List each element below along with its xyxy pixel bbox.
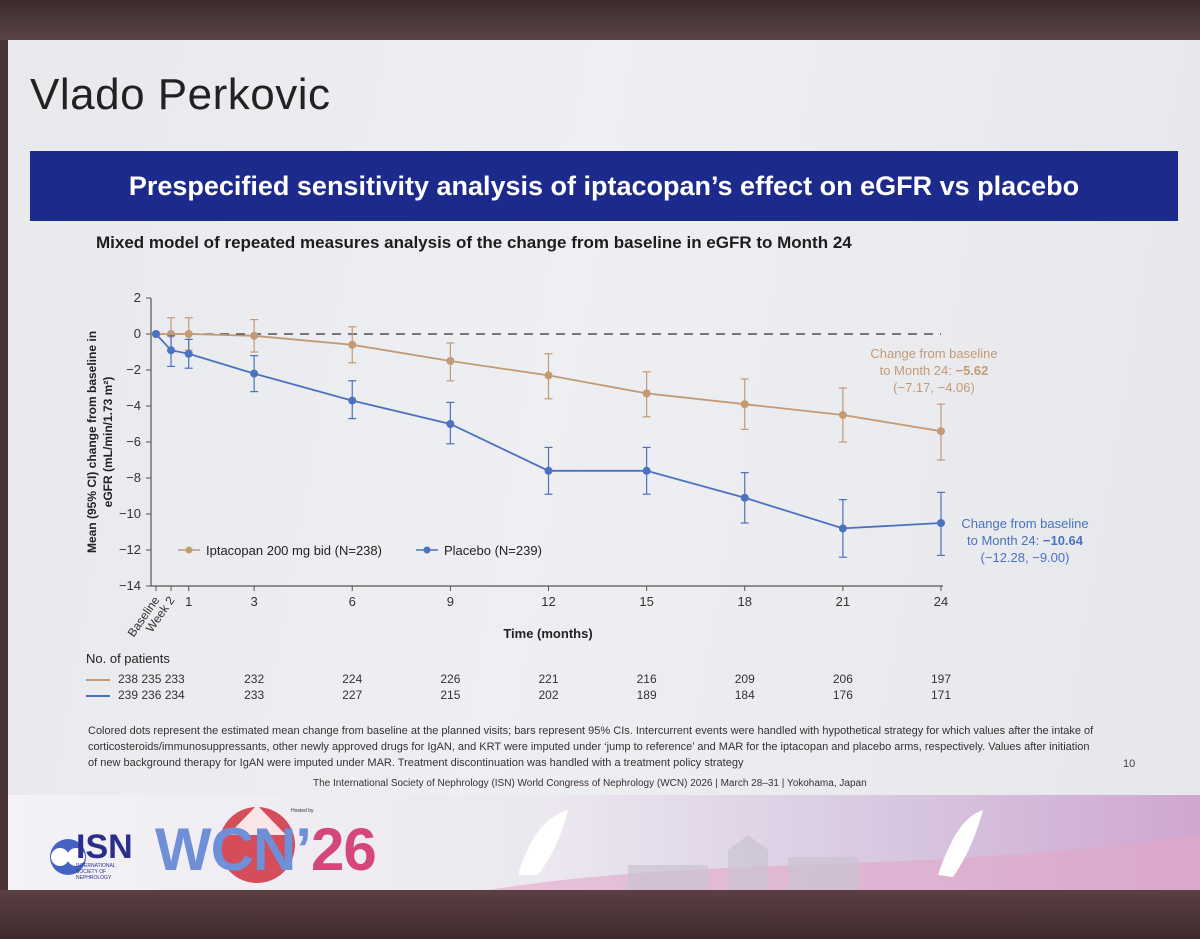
- iptacopan-data-point: [348, 340, 357, 349]
- x-tick-label: 24: [934, 594, 948, 609]
- x-axis-label: Time (months): [503, 626, 592, 641]
- iptacopan-patient-count: 232: [244, 672, 265, 686]
- iptacopan-annotation-prefix: to Month 24:: [880, 363, 956, 378]
- page-number: 10: [1123, 758, 1136, 770]
- legend-iptacopan-marker: [185, 546, 193, 554]
- isn-logo-text: ISN: [76, 828, 133, 866]
- wcn-banner: ISN INTERNATIONAL SOCIETY OF NEPHROLOGY …: [8, 795, 1200, 890]
- iptacopan-row-start: 238 235 233: [118, 672, 185, 686]
- placebo-annotation-prefix: to Month 24:: [967, 533, 1043, 548]
- iptacopan-data-point: [446, 357, 455, 365]
- placebo-annotation-ci: (−12.28, −9.00): [981, 550, 1070, 565]
- iptacopan-data-point: [184, 330, 193, 338]
- placebo-patient-count: 215: [440, 688, 461, 702]
- title-bar: Prespecified sensitivity analysis of ipt…: [30, 151, 1178, 221]
- placebo-annotation-value: −10.64: [1043, 533, 1084, 548]
- mount-fuji-icon: [228, 805, 286, 835]
- city-skyline-icon: [628, 835, 858, 890]
- iptacopan-patient-count: 221: [538, 672, 559, 686]
- y-tick-label: 0: [134, 326, 141, 341]
- placebo-data-point: [937, 519, 945, 527]
- y-tick-label: 2: [134, 290, 141, 305]
- x-tick-label: 6: [349, 594, 356, 609]
- patients-header: No. of patients: [86, 651, 170, 666]
- placebo-data-point: [740, 493, 749, 502]
- wcn-logo: WCN’26: [155, 816, 377, 883]
- iptacopan-data-point: [937, 427, 945, 436]
- iptacopan-annotation-line1: Change from baseline: [870, 346, 997, 361]
- iptacopan-data-point: [838, 411, 847, 419]
- iptacopan-patient-count: 206: [832, 672, 853, 686]
- footnote: Colored dots represent the estimated mea…: [88, 725, 1094, 769]
- placebo-patient-count: 176: [832, 688, 853, 702]
- legend-iptacopan-label: Iptacopan 200 mg bid (N=238): [206, 543, 382, 558]
- iptacopan-annotation-ci: (−7.17, −4.06): [893, 380, 975, 395]
- iptacopan-patient-count: 226: [440, 672, 461, 686]
- x-tick-label: 3: [251, 594, 258, 609]
- placebo-data-point: [184, 349, 193, 358]
- x-tick-label: 18: [738, 594, 752, 609]
- iptacopan-row-swatch: [86, 679, 110, 681]
- y-axis-label: eGFR (mL/min/1.73 m²): [101, 377, 115, 508]
- placebo-patient-count: 233: [244, 688, 265, 702]
- y-tick-label: −14: [119, 578, 141, 593]
- room-background-top: [0, 0, 1200, 40]
- placebo-row-swatch: [86, 695, 110, 697]
- banner-artwork: [50, 805, 1200, 890]
- x-tick-label: 12: [541, 594, 555, 609]
- placebo-data-point: [167, 346, 176, 355]
- iptacopan-data-point: [250, 331, 259, 340]
- placebo-patient-count: 184: [734, 688, 755, 702]
- iptacopan-patient-count: 216: [636, 672, 657, 686]
- y-tick-label: −4: [126, 398, 141, 413]
- placebo-data-point: [152, 330, 160, 338]
- x-tick-label: 15: [639, 594, 653, 609]
- placebo-patient-count: 227: [342, 688, 363, 702]
- placebo-data-point: [838, 524, 847, 533]
- placebo-data-point: [250, 369, 259, 378]
- iptacopan-data-point: [740, 400, 749, 409]
- placebo-patient-count: 189: [636, 688, 657, 702]
- placebo-data-point: [446, 420, 455, 428]
- placebo-patient-count: 171: [930, 688, 952, 702]
- room-background-bottom: [0, 890, 1200, 939]
- placebo-patient-count: 202: [538, 688, 559, 702]
- placebo-annotation-line1: Change from baseline: [961, 516, 1088, 531]
- placebo-data-point: [642, 466, 651, 475]
- iptacopan-annotation-value: −5.62: [955, 363, 988, 378]
- speaker-name: Vlado Perkovic: [30, 70, 331, 119]
- crane-left-icon: [518, 810, 568, 875]
- legend-placebo-label: Placebo (N=239): [444, 543, 542, 558]
- placebo-annotation-line2: to Month 24: −10.64: [967, 533, 1084, 548]
- iptacopan-patient-count: 224: [342, 672, 363, 686]
- y-tick-label: −2: [126, 362, 141, 377]
- iptacopan-patient-count: 209: [734, 672, 755, 686]
- iptacopan-data-point: [642, 389, 651, 398]
- presentation-slide: Vlado Perkovic Prespecified sensitivity …: [8, 40, 1200, 890]
- legend-placebo-marker: [423, 546, 431, 554]
- iptacopan-data-point: [544, 371, 553, 380]
- x-tick-label: 21: [836, 594, 850, 609]
- chart-subtitle: Mixed model of repeated measures analysi…: [96, 233, 852, 252]
- x-tick-label: 9: [447, 594, 454, 609]
- iptacopan-patient-count: 197: [930, 672, 952, 686]
- crane-right-icon: [938, 810, 983, 877]
- isn-logo-subtext: INTERNATIONAL SOCIETY OF NEPHROLOGY: [76, 863, 116, 881]
- placebo-data-point: [348, 396, 357, 405]
- slide-title: Prespecified sensitivity analysis of ipt…: [128, 170, 1080, 201]
- iptacopan-annotation-line2: to Month 24: −5.62: [880, 363, 989, 378]
- y-tick-label: −10: [119, 506, 141, 521]
- x-tick-label: 1: [185, 594, 192, 609]
- y-tick-label: −6: [126, 434, 141, 449]
- y-tick-label: −12: [119, 542, 141, 557]
- y-axis-label: Mean (95% CI) change from baseline in: [85, 331, 99, 553]
- placebo-data-point: [544, 466, 553, 475]
- congress-line: The International Society of Nephrology …: [313, 778, 867, 789]
- y-tick-label: −8: [126, 470, 141, 485]
- hosted-by-label: Hosted by: [291, 808, 314, 814]
- placebo-row-start: 239 236 234: [118, 688, 185, 702]
